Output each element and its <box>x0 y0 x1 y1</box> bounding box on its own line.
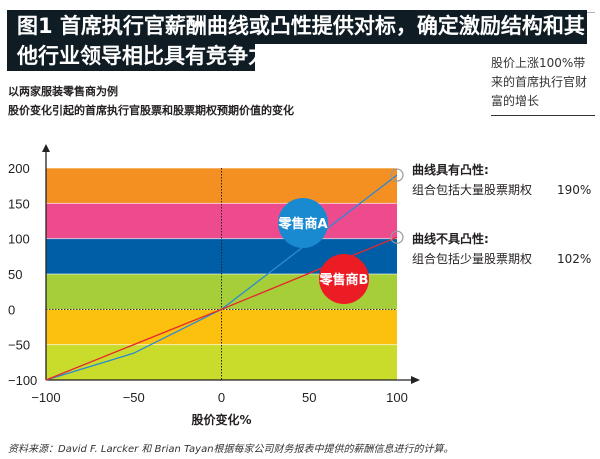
y-tick-label: −50 <box>8 338 30 353</box>
x-axis-arrow <box>411 376 420 384</box>
source-note: 资料来源：David F. Larcker 和 Brian Tayan根据每家公… <box>8 444 454 455</box>
subtitle-1: 以两家服装零售商为例 <box>8 85 118 98</box>
y-tick-label: 50 <box>8 267 22 282</box>
y-tick-label: 0 <box>8 302 15 317</box>
series-badge-label: 零售商B <box>319 272 369 288</box>
annotation-value: 190% <box>557 183 592 197</box>
annotation-nonconvex: 曲线不具凸性: 组合包括少量股票期权 102% <box>412 229 591 269</box>
y-tick-label: −100 <box>8 373 37 388</box>
band <box>46 344 397 380</box>
band <box>46 168 397 204</box>
x-tick-label: −50 <box>123 390 145 405</box>
title-line-1: 图1 首席执行官薪酬曲线或凸性提供对标，确定激励结构和其 <box>7 10 587 44</box>
x-tick-label: 100 <box>386 390 408 405</box>
series-badge <box>278 198 328 248</box>
y-tick-label: 150 <box>8 196 30 211</box>
y-tick-label: 100 <box>8 232 30 247</box>
annotation-text: 组合包括少量股票期权 <box>412 252 533 266</box>
y-axis-arrow <box>42 144 50 152</box>
y-tick-label: 200 <box>8 161 30 176</box>
annotation-value: 102% <box>557 252 592 266</box>
endpoint-marker <box>390 230 404 244</box>
series-badge-label: 零售商A <box>277 216 327 232</box>
x-tick-label: 0 <box>218 390 225 405</box>
subtitle-2: 股价变化引起的首席执行官股票和股票期权预期价值的变化 <box>8 104 294 117</box>
x-tick-label: −100 <box>31 390 60 405</box>
side-note: 股价上涨100%带来的首席执行官财富的增长 <box>491 54 595 116</box>
annotation-heading: 曲线具有凸性: <box>412 163 489 177</box>
x-tick-label: 50 <box>302 390 316 405</box>
annotation-heading: 曲线不具凸性: <box>412 232 489 246</box>
series-badge <box>319 254 369 304</box>
title-line-2: 他行业领导相比具有竞争力 <box>7 43 269 71</box>
band <box>46 203 397 239</box>
endpoint-marker <box>390 168 404 182</box>
annotation-text: 组合包括大量股票期权 <box>412 183 533 197</box>
annotation-convex: 曲线具有凸性: 组合包括大量股票期权 190% <box>412 160 591 200</box>
x-axis-label: 股价变化% <box>191 412 251 427</box>
